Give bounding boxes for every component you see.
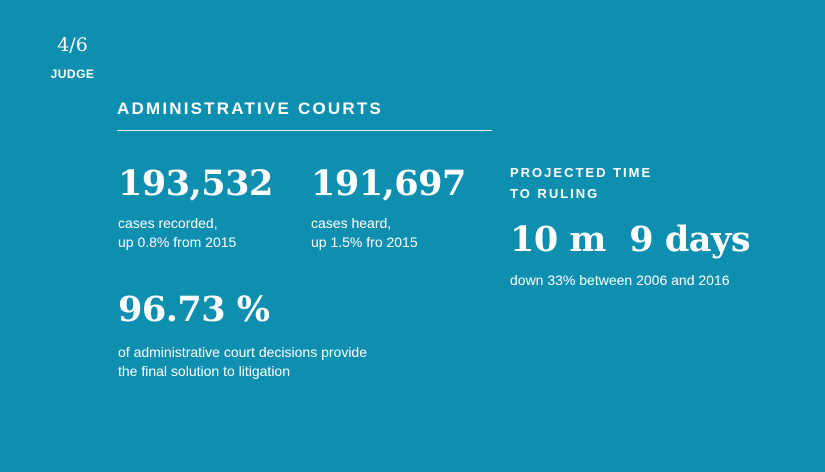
projected-time-label-line1: PROJECTED TIME	[510, 165, 653, 180]
final-solution-description: of administrative court decisions provid…	[118, 343, 367, 381]
projected-time-label: PROJECTED TIME TO RULING	[510, 162, 652, 204]
cases-recorded-description: cases recorded, up 0.8% from 2015	[118, 214, 236, 252]
section-label: JUDGE	[50, 67, 95, 81]
cases-heard-desc-line1: cases heard,	[311, 215, 392, 231]
projected-time-value: 10 m 9 days	[510, 219, 751, 260]
cases-heard-desc-line2: up 1.5% fro 2015	[311, 234, 418, 250]
title-divider	[117, 130, 492, 131]
cases-heard-value: 191,697	[311, 163, 466, 204]
cases-recorded-desc-line1: cases recorded,	[118, 215, 218, 231]
projected-time-description: down 33% between 2006 and 2016	[510, 272, 730, 288]
cases-recorded-desc-line2: up 0.8% from 2015	[118, 234, 237, 250]
final-solution-percentage: 96.73 %	[118, 289, 270, 330]
page-title: ADMINISTRATIVE COURTS	[117, 99, 383, 118]
final-solution-desc-line2: the final solution to litigation	[118, 363, 290, 379]
cases-recorded-value: 193,532	[118, 163, 273, 204]
page-indicator: 4/6	[57, 34, 88, 56]
projected-time-label-line2: TO RULING	[510, 186, 600, 201]
cases-heard-description: cases heard, up 1.5% fro 2015	[311, 214, 418, 252]
final-solution-desc-line1: of administrative court decisions provid…	[118, 344, 368, 360]
